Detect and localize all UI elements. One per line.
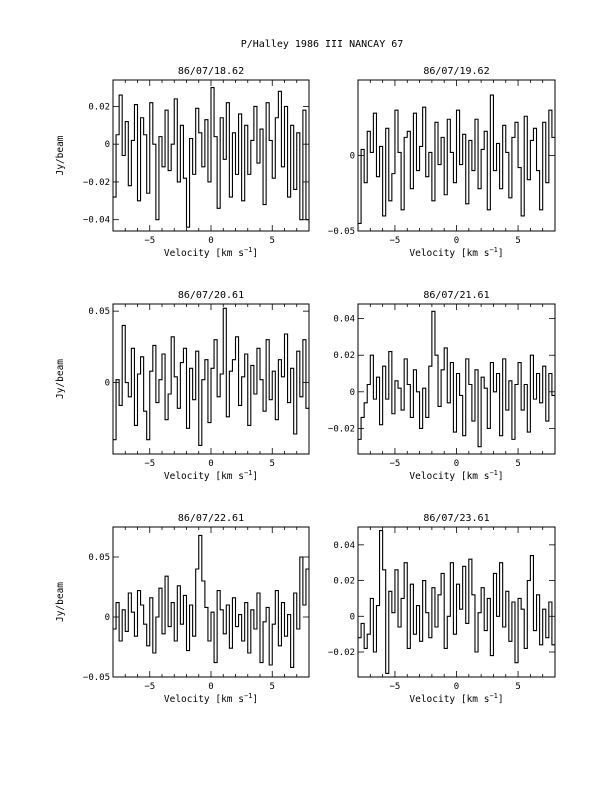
y-tick-label: 0.05 [88,553,110,563]
x-tick-label: 5 [270,682,275,692]
y-axis-label: Jy/beam [55,359,66,399]
panel-title: 86/07/18.62 [178,66,244,77]
x-axis-label-exponent: −1 [244,469,252,477]
panel-title: 86/07/22.61 [178,513,244,524]
panel-title: 86/07/21.61 [423,290,489,301]
x-tick-label: 0 [208,459,213,469]
spectrum-line [113,87,309,228]
chart-panel-4: 86/07/21.61 −5 0 5 0.04 0.02 0 −0.02 Velocity [k… [328,290,556,482]
x-axis-label-text: Velocity [km s [409,471,489,482]
y-tick-label: 0 [105,140,110,150]
x-axis-label-exponent: −1 [489,246,497,254]
chart-panel-2: 86/07/19.62 −5 0 5 0 −0.05 Velocity [km s−1] [328,66,556,259]
spectrum-line [358,530,555,674]
x-axis-label: Velocity [km s−1] [409,469,503,482]
y-axis-label: Jy/beam [55,135,66,175]
x-tick-label: 5 [515,682,520,692]
y-tick-label: 0.04 [333,315,355,325]
x-axis-label: Velocity [km s−1] [164,246,258,259]
figure-title: P/Halley 1986 III NANCAY 67 [241,39,404,50]
plot-frame [112,526,310,678]
spectrum-line [358,94,555,224]
chart-panel-6: 86/07/23.61 −5 0 5 0.04 0.02 0 −0.02 Velocity [k… [328,513,556,705]
x-axis-label-text: Velocity [km s [164,248,244,259]
y-axis-label: Jy/beam [55,582,66,622]
x-tick-label: 0 [454,459,459,469]
y-tick-label: 0.04 [333,541,355,551]
x-axis-label: Velocity [km s−1] [409,692,503,705]
y-tick-label: 0 [350,612,355,622]
x-tick-label: 5 [270,236,275,246]
x-axis-label-text: Velocity [km s [409,248,489,259]
x-axis-label-text: Velocity [km s [164,694,244,705]
x-tick-label: 5 [270,459,275,469]
y-tick-label: 0.02 [333,351,355,361]
chart-panels: 86/07/18.62 −5 0 5 0.02 0 −0.02 −0.04 Velocity [… [55,66,556,705]
panel-title: 86/07/23.61 [423,513,489,524]
x-axis-label-text: Velocity [km s [409,694,489,705]
y-tick-label: −0.05 [328,227,355,237]
y-tick-label: 0.05 [88,307,110,317]
x-axis-label: Velocity [km s−1] [409,246,503,259]
x-axis-label-exponent: −1 [244,692,252,700]
x-tick-label: 0 [208,236,213,246]
x-tick-label: 0 [454,682,459,692]
y-tick-label: 0 [105,613,110,623]
y-tick-label: −0.04 [83,216,110,226]
x-axis-label-exponent: −1 [489,692,497,700]
x-axis-label-close: ] [252,694,258,705]
y-tick-label: 0 [350,152,355,162]
x-tick-label: −5 [390,682,401,692]
spectrum-line [113,534,309,668]
y-tick-label: 0.02 [88,102,110,112]
y-tick-label: 0 [105,379,110,389]
x-tick-label: 5 [515,236,520,246]
x-axis-label-close: ] [498,694,504,705]
x-tick-label: −5 [390,236,401,246]
spectrum-line [358,310,555,448]
panel-title: 86/07/20.61 [178,290,244,301]
chart-panel-5: 86/07/22.61 −5 0 5 0.05 0 −0.05 Velocity [km s−… [55,513,310,705]
y-tick-label: 0 [350,388,355,398]
x-tick-label: −5 [144,236,155,246]
x-axis-label-close: ] [498,248,504,259]
x-tick-label: −5 [144,682,155,692]
x-tick-label: −5 [390,459,401,469]
chart-panel-1: 86/07/18.62 −5 0 5 0.02 0 −0.02 −0.04 Velocity [… [55,66,310,259]
x-axis-label-text: Velocity [km s [164,471,244,482]
y-tick-label: −0.02 [328,424,355,434]
spectrum-line [113,307,309,446]
x-axis-label-close: ] [498,471,504,482]
x-axis-label: Velocity [km s−1] [164,469,258,482]
y-tick-label: 0.02 [333,577,355,587]
x-axis-label: Velocity [km s−1] [164,692,258,705]
x-tick-label: 0 [208,682,213,692]
x-tick-label: −5 [144,459,155,469]
x-tick-label: 0 [454,236,459,246]
y-tick-label: −0.02 [328,648,355,658]
x-axis-label-close: ] [252,471,258,482]
panel-title: 86/07/19.62 [423,66,489,77]
y-tick-label: −0.05 [83,673,110,683]
y-tick-label: −0.02 [83,178,110,188]
x-axis-label-exponent: −1 [244,246,252,254]
x-axis-label-close: ] [252,248,258,259]
x-tick-label: 5 [515,459,520,469]
x-axis-label-exponent: −1 [489,469,497,477]
